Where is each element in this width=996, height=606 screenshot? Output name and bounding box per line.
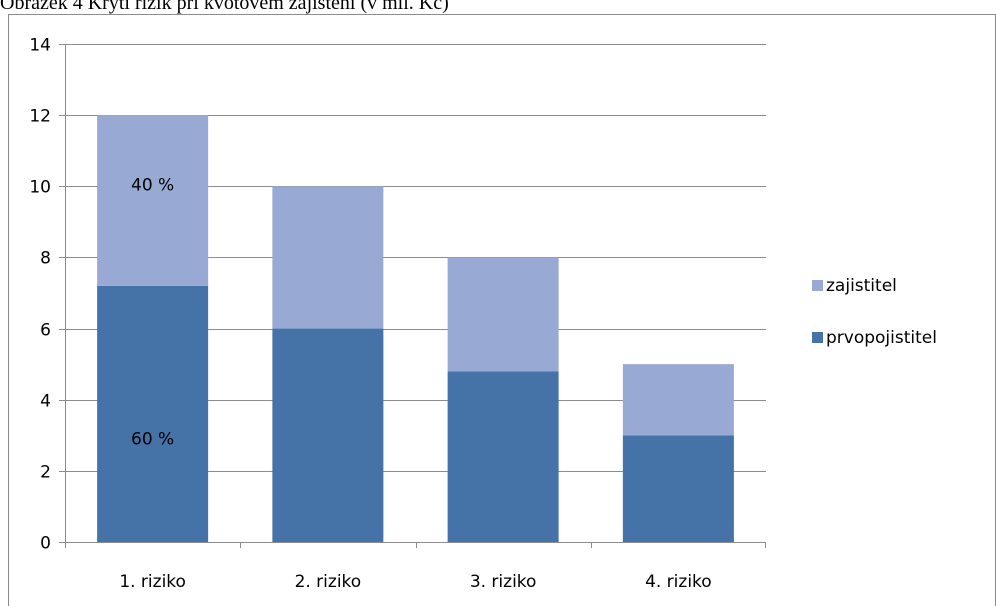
bar-zajistitel xyxy=(622,364,734,436)
x-tick-label: 2. riziko xyxy=(295,572,362,592)
y-tick-label: 10 xyxy=(29,178,51,198)
x-tick-label: 3. riziko xyxy=(470,572,537,592)
bar-zajistitel xyxy=(447,257,559,372)
x-tick-label: 4. riziko xyxy=(645,572,712,592)
bar-prvopojistitel xyxy=(272,328,384,542)
y-tick-label: 12 xyxy=(29,107,51,127)
y-tick-label: 0 xyxy=(40,534,51,554)
legend-swatch-prvopojistitel xyxy=(812,332,823,343)
y-tick-label: 14 xyxy=(29,36,51,56)
legend-label-prvopojistitel: prvopojistitel xyxy=(826,328,937,348)
x-tick-label: 1. riziko xyxy=(119,572,186,592)
y-tick-label: 4 xyxy=(40,392,51,412)
bar-prvopojistitel xyxy=(97,285,209,542)
data-label: 40 % xyxy=(131,175,174,195)
bar-zajistitel xyxy=(272,186,384,329)
bar-zajistitel xyxy=(97,115,209,286)
bar-prvopojistitel xyxy=(447,371,559,542)
legend-swatch-zajistitel xyxy=(812,280,823,291)
y-tick-label: 6 xyxy=(40,321,51,341)
y-tick-label: 8 xyxy=(40,249,51,269)
y-tick-label: 2 xyxy=(40,463,51,483)
data-label: 60 % xyxy=(131,430,174,450)
bar-prvopojistitel xyxy=(622,435,734,542)
legend-label-zajistitel: zajistitel xyxy=(826,276,897,296)
figure-caption: Obrázek 4 Krytí rizik při kvótovém zajiš… xyxy=(0,0,449,14)
